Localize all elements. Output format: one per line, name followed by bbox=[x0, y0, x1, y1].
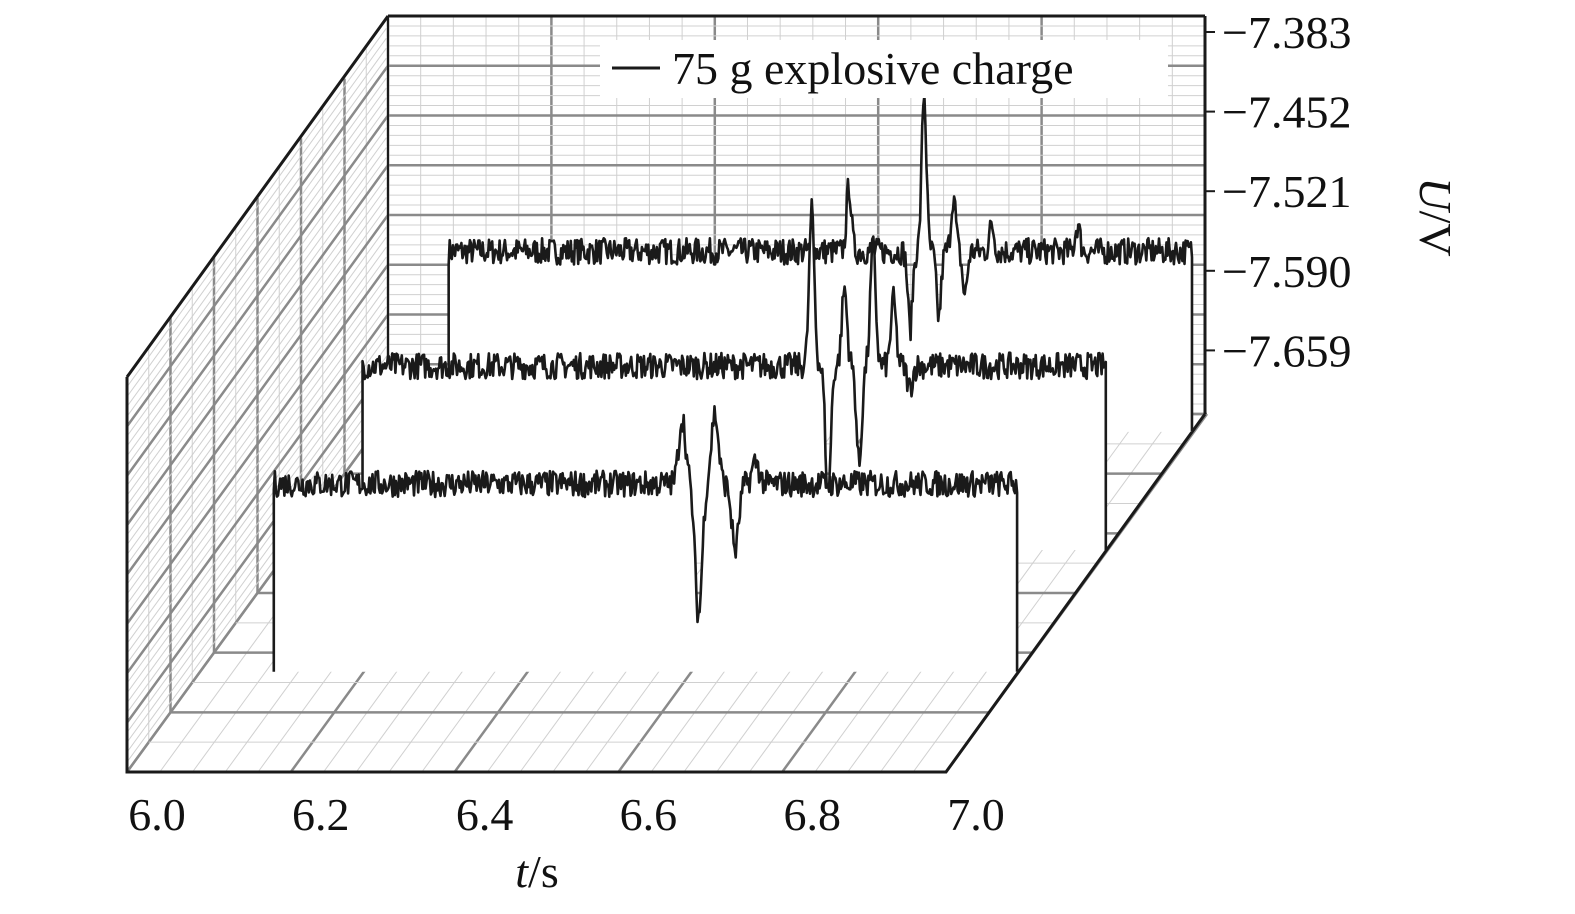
side-wall-grid-h bbox=[126, 234, 389, 595]
side-wall-grid-h bbox=[126, 274, 389, 635]
y-axis-label-unit: /V bbox=[1410, 211, 1461, 257]
x-axis-label: t/s bbox=[515, 846, 558, 897]
side-wall-grid-h bbox=[125, 164, 390, 526]
side-wall-grid-h bbox=[126, 25, 389, 388]
side-wall-grid-h bbox=[126, 145, 389, 506]
side-wall-grid-h bbox=[126, 284, 389, 644]
side-wall-grid-h bbox=[126, 393, 389, 753]
side-wall-grid-h bbox=[126, 194, 389, 556]
side-wall-grid-h bbox=[126, 174, 389, 536]
side-wall-grid-h bbox=[126, 354, 389, 714]
frame-layer bbox=[125, 14, 1207, 774]
x-tick-label: 6.4 bbox=[456, 789, 514, 840]
x-tick-label: 6.0 bbox=[128, 789, 186, 840]
side-wall-grid-h bbox=[126, 155, 389, 516]
side-wall-grid-h bbox=[126, 254, 389, 615]
series-layer bbox=[272, 94, 1194, 672]
y-tick-label: −7.590 bbox=[1222, 246, 1351, 297]
y-tick-label: −7.383 bbox=[1222, 7, 1351, 58]
side-wall-grid-h bbox=[126, 324, 389, 684]
side-wall-grid-h bbox=[125, 65, 390, 428]
side-wall-grid-h bbox=[126, 224, 389, 585]
side-wall-grid-h bbox=[126, 383, 389, 743]
side-wall-grid-h bbox=[126, 75, 389, 437]
x-axis-label-unit: /s bbox=[528, 846, 559, 897]
side-wall-grid-h bbox=[126, 373, 389, 733]
x-tick-label: 6.6 bbox=[620, 789, 678, 840]
x-tick-label: 7.0 bbox=[947, 789, 1005, 840]
side-wall-grid-h bbox=[126, 95, 389, 457]
side-wall-grid-h bbox=[126, 244, 389, 605]
side-wall-grid-h bbox=[126, 135, 389, 496]
series-ribbon-fill bbox=[448, 95, 1192, 432]
x-tick-label: 6.8 bbox=[783, 789, 841, 840]
series-line bbox=[447, 94, 1194, 432]
side-wall-grid-h bbox=[126, 125, 389, 486]
side-wall-grid-h bbox=[126, 35, 389, 398]
side-wall-grid-h bbox=[126, 184, 389, 546]
side-wall-grid-h bbox=[126, 55, 389, 417]
y-axis-label-symbol: U bbox=[1410, 177, 1461, 213]
x-axis-label-symbol: t bbox=[515, 846, 529, 897]
frame-outline bbox=[125, 377, 1207, 774]
series-line bbox=[361, 198, 1108, 551]
legend-label: 75 g explosive charge bbox=[672, 43, 1074, 94]
y-tick-label: −7.521 bbox=[1222, 166, 1351, 217]
side-wall-grid-h bbox=[125, 313, 390, 674]
side-wall-grid-h bbox=[126, 344, 389, 704]
side-wall-grid-h bbox=[126, 85, 389, 447]
y-tick-label: −7.452 bbox=[1222, 87, 1351, 138]
y-axis-label: U/V bbox=[1410, 177, 1461, 256]
side-wall-grid-h bbox=[125, 363, 390, 724]
side-wall-grid-h bbox=[126, 304, 389, 664]
side-wall-grid-h bbox=[125, 114, 390, 477]
y-tick-label: −7.659 bbox=[1222, 325, 1351, 376]
series-line bbox=[272, 405, 1019, 672]
side-wall-grid-h bbox=[126, 204, 389, 565]
side-wall-grid-h bbox=[125, 214, 390, 576]
side-wall-grid-h bbox=[126, 105, 389, 467]
label-layer: t/s U/V 75 g explosive charge −7.383 −7.4… bbox=[128, 7, 1461, 897]
side-wall-grid-h bbox=[126, 294, 389, 654]
side-wall-grid-h bbox=[126, 334, 389, 694]
legend: 75 g explosive charge bbox=[600, 40, 1168, 98]
side-wall-grid-h bbox=[126, 403, 389, 763]
frame-side-top bbox=[125, 15, 390, 378]
series-ribbon-fill bbox=[273, 406, 1018, 672]
legend-box bbox=[600, 40, 1168, 98]
side-wall-grid-h bbox=[126, 45, 389, 407]
side-wall-grid-h bbox=[125, 264, 390, 625]
x-tick-label: 6.2 bbox=[292, 789, 350, 840]
